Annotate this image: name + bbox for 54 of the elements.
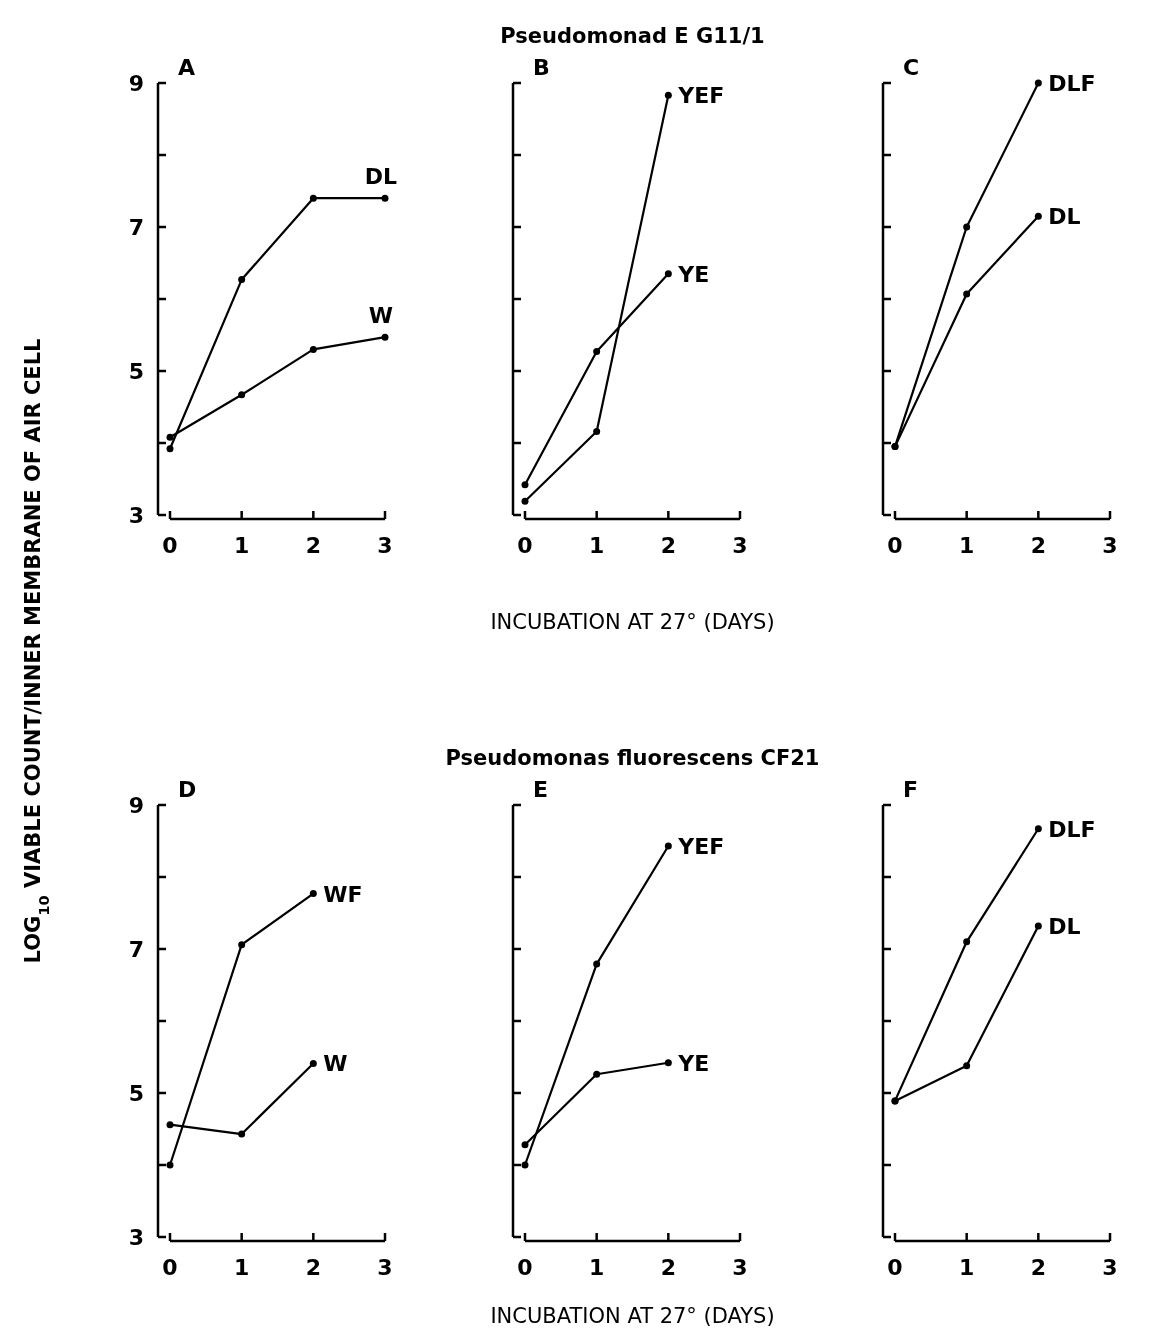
series-label: DLF [1048, 71, 1096, 96]
text: B [533, 55, 550, 80]
x-tick-label: 1 [959, 533, 975, 558]
x-tick-label: 1 [234, 1255, 250, 1280]
x-tick-label: 0 [887, 1255, 903, 1280]
x-tick-label: 3 [377, 1255, 393, 1280]
series-label: W [323, 1051, 348, 1077]
text: F [903, 777, 919, 802]
text: D [178, 777, 197, 802]
y-tick-label: 9 [128, 792, 144, 818]
series-label: W [368, 303, 394, 329]
y-tick-label: 7 [128, 214, 144, 240]
x-tick-label: 2 [1030, 1255, 1046, 1280]
series-label: YE [677, 1050, 710, 1076]
x-tick-label: 0 [887, 533, 903, 558]
x-tick-label: 1 [589, 1255, 605, 1280]
series-label: DL [1048, 913, 1081, 939]
text: C [903, 55, 920, 80]
text: A [178, 55, 196, 80]
x-tick-label: 3 [732, 1255, 748, 1280]
y-tick-label: 3 [128, 502, 144, 528]
x-tick-label: 0 [517, 1255, 533, 1280]
y-tick-label: 9 [128, 70, 144, 96]
x-tick-label: 1 [589, 533, 605, 558]
x-tick-label: 0 [162, 533, 178, 558]
x-tick-label: 2 [1030, 533, 1046, 558]
chart-title: Pseudomonad E G11/1 [500, 24, 765, 48]
x-tick-label: 2 [660, 1255, 676, 1280]
x-tick-label: 3 [1102, 533, 1118, 558]
series-label: DL [364, 164, 398, 190]
series-label: YE [677, 261, 710, 287]
x-tick-label: 1 [959, 1255, 975, 1280]
y-tick-label: 7 [128, 936, 144, 962]
series-label: YEF [677, 83, 725, 109]
x-tick-label: 3 [1102, 1255, 1118, 1280]
x-tick-label: 3 [732, 533, 748, 558]
series-label: YEF [677, 834, 725, 860]
x-tick-label: 2 [305, 1255, 321, 1280]
chart-title: Pseudomonas fluorescens CF21 [445, 746, 820, 770]
x-tick-label: 0 [517, 533, 533, 558]
y-tick-label: 3 [128, 1224, 144, 1250]
text: E [533, 777, 549, 802]
y-tick-label: 5 [128, 1080, 144, 1106]
x-axis-title: INCUBATION AT 27° (DAYS) [490, 610, 775, 634]
x-tick-label: 1 [234, 533, 250, 558]
series-label: DL [1048, 204, 1081, 230]
x-tick-label: 2 [660, 533, 676, 558]
x-tick-label: 2 [305, 533, 321, 558]
x-tick-label: 0 [162, 1255, 178, 1280]
x-tick-label: 3 [377, 533, 393, 558]
x-axis-title: INCUBATION AT 27° (DAYS) [490, 1304, 775, 1328]
series-label: DLF [1048, 816, 1096, 842]
series-label: WF [323, 881, 363, 907]
y-tick-label: 5 [128, 358, 144, 384]
